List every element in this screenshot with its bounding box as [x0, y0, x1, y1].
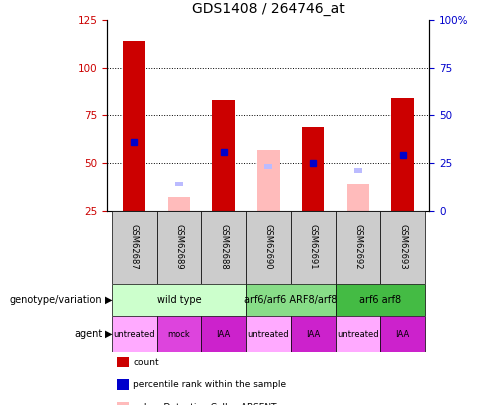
Bar	[112, 284, 246, 316]
Bar	[336, 316, 380, 352]
Bar	[157, 211, 202, 284]
Text: GSM62689: GSM62689	[174, 224, 183, 270]
Title: GDS1408 / 264746_at: GDS1408 / 264746_at	[192, 2, 345, 17]
Bar	[246, 316, 291, 352]
Text: untreated: untreated	[247, 330, 289, 339]
Bar	[201, 211, 246, 284]
Text: wild type: wild type	[157, 295, 201, 305]
Text: IAA: IAA	[306, 330, 320, 339]
Bar	[212, 100, 235, 211]
Bar	[175, 181, 183, 186]
Text: mock: mock	[167, 330, 190, 339]
Text: arf6/arf6 ARF8/arf8: arf6/arf6 ARF8/arf8	[244, 295, 338, 305]
Bar	[246, 284, 336, 316]
Text: count: count	[133, 358, 159, 367]
Text: ▶: ▶	[105, 295, 112, 305]
Bar	[264, 164, 272, 169]
Bar	[291, 211, 336, 284]
Text: genotype/variation: genotype/variation	[10, 295, 102, 305]
Bar	[257, 150, 280, 211]
Bar	[168, 197, 190, 211]
Text: GSM62688: GSM62688	[219, 224, 228, 270]
Text: IAA: IAA	[395, 330, 410, 339]
Bar	[380, 211, 425, 284]
Text: GSM62690: GSM62690	[264, 224, 273, 270]
Bar	[157, 316, 202, 352]
Text: value, Detection Call = ABSENT: value, Detection Call = ABSENT	[133, 403, 277, 405]
Text: IAA: IAA	[217, 330, 231, 339]
Text: untreated: untreated	[113, 330, 155, 339]
Text: untreated: untreated	[337, 330, 379, 339]
Text: arf6 arf8: arf6 arf8	[359, 295, 401, 305]
Bar	[112, 316, 157, 352]
Bar	[112, 211, 157, 284]
Bar	[336, 211, 380, 284]
Bar	[201, 316, 246, 352]
Bar	[246, 211, 291, 284]
Bar	[123, 41, 145, 211]
Text: GSM62691: GSM62691	[308, 224, 318, 270]
Text: ▶: ▶	[105, 329, 112, 339]
Bar	[380, 316, 425, 352]
Text: percentile rank within the sample: percentile rank within the sample	[133, 380, 286, 389]
Text: GSM62692: GSM62692	[353, 224, 363, 270]
Text: GSM62687: GSM62687	[130, 224, 139, 270]
Bar	[346, 184, 369, 211]
Bar	[302, 127, 325, 211]
Bar	[336, 284, 425, 316]
Text: GSM62693: GSM62693	[398, 224, 407, 270]
Bar	[354, 168, 362, 173]
Bar	[291, 316, 336, 352]
Text: agent: agent	[74, 329, 102, 339]
Bar	[391, 98, 414, 211]
